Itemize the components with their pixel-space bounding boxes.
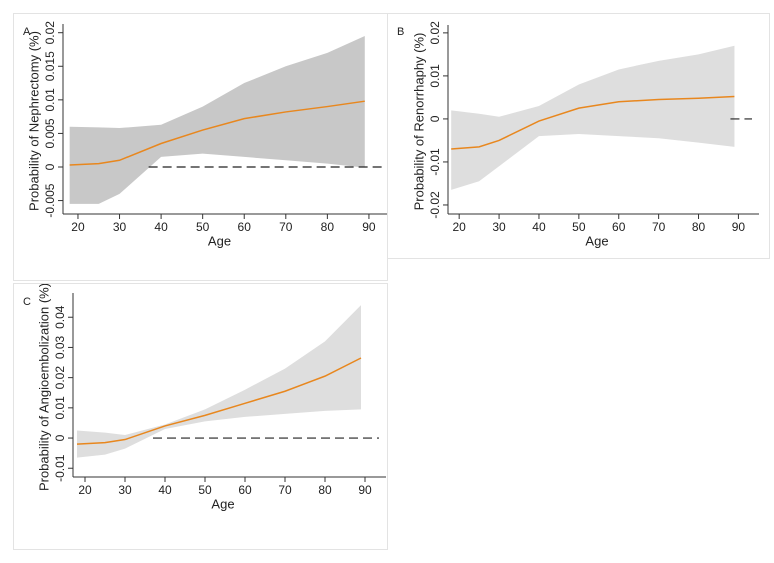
x-tick-label: 90 <box>362 220 376 234</box>
x-tick-label: 50 <box>572 220 586 234</box>
x-tick-label: 30 <box>113 220 127 234</box>
y-tick-label: 0.01 <box>428 64 442 88</box>
x-axis-title: Age <box>585 233 608 248</box>
panel-label: A <box>23 26 31 38</box>
x-tick-label: 60 <box>238 220 252 234</box>
confidence-band <box>451 45 735 190</box>
x-tick-label: 40 <box>154 220 168 234</box>
x-tick-label: 20 <box>71 220 85 234</box>
y-tick-label: 0.005 <box>43 118 57 148</box>
y-tick-label: -0.02 <box>428 191 442 219</box>
y-tick-label: 0.03 <box>53 335 67 359</box>
y-tick-label: 0.04 <box>53 305 67 329</box>
confidence-band <box>77 305 361 458</box>
y-tick-label: 0.015 <box>43 51 57 81</box>
y-tick-label: 0 <box>53 434 67 441</box>
confidence-band <box>69 36 365 204</box>
panel-label: C <box>23 296 31 308</box>
x-tick-label: 80 <box>692 220 706 234</box>
x-axis-title: Age <box>208 233 231 248</box>
fit-line <box>451 95 735 150</box>
x-tick-label: 90 <box>358 483 372 497</box>
x-tick-label: 30 <box>492 220 506 234</box>
x-tick-label: 60 <box>238 483 252 497</box>
chart-panel: -0.005 0 0.005 0.01 0.015 0.02 20 30 40 50 60 70 80 9… <box>13 13 388 281</box>
chart-panel: -0.02 -0.01 0 0.01 0.02 20 30 40 50 60 70 80 90 Age Pr… <box>387 13 770 259</box>
x-tick-label: 80 <box>318 483 332 497</box>
y-tick-label: 0.02 <box>53 366 67 390</box>
y-tick-label: 0.02 <box>43 21 57 45</box>
y-tick-label: 0.01 <box>43 88 57 112</box>
x-tick-label: 50 <box>198 483 212 497</box>
x-tick-label: 60 <box>612 220 626 234</box>
x-tick-label: 70 <box>278 483 292 497</box>
x-tick-label: 20 <box>452 220 466 234</box>
y-tick-label: -0.01 <box>53 454 67 482</box>
x-tick-label: 70 <box>652 220 666 234</box>
y-tick-label: -0.01 <box>428 148 442 176</box>
y-tick-label: 0.01 <box>53 396 67 420</box>
fit-line <box>76 357 362 445</box>
x-tick-label: 90 <box>732 220 746 234</box>
y-axis-title: Probability of Renorrhaphy (%) <box>411 33 426 211</box>
y-axis-title: Probability of Nephrectomy (%) <box>26 31 41 211</box>
x-tick-label: 70 <box>279 220 293 234</box>
y-axis-title: Probability of Angioembolization (%) <box>36 283 51 491</box>
chart-panel: -0.01 0 0.01 0.02 0.03 0.04 20 30 40 50 60 70 80 90 Ag… <box>13 283 388 550</box>
x-tick-label: 20 <box>78 483 92 497</box>
x-tick-label: 80 <box>321 220 335 234</box>
x-tick-label: 40 <box>158 483 172 497</box>
x-tick-label: 50 <box>196 220 210 234</box>
x-tick-label: 40 <box>532 220 546 234</box>
y-tick-label: 0 <box>43 163 57 170</box>
fit-line <box>69 100 365 166</box>
x-tick-label: 30 <box>118 483 132 497</box>
y-tick-label: 0.02 <box>428 21 442 45</box>
panel-label: B <box>397 26 404 38</box>
y-tick-label: -0.005 <box>43 183 57 217</box>
y-tick-label: 0 <box>428 115 442 122</box>
x-axis-title: Age <box>211 496 234 511</box>
